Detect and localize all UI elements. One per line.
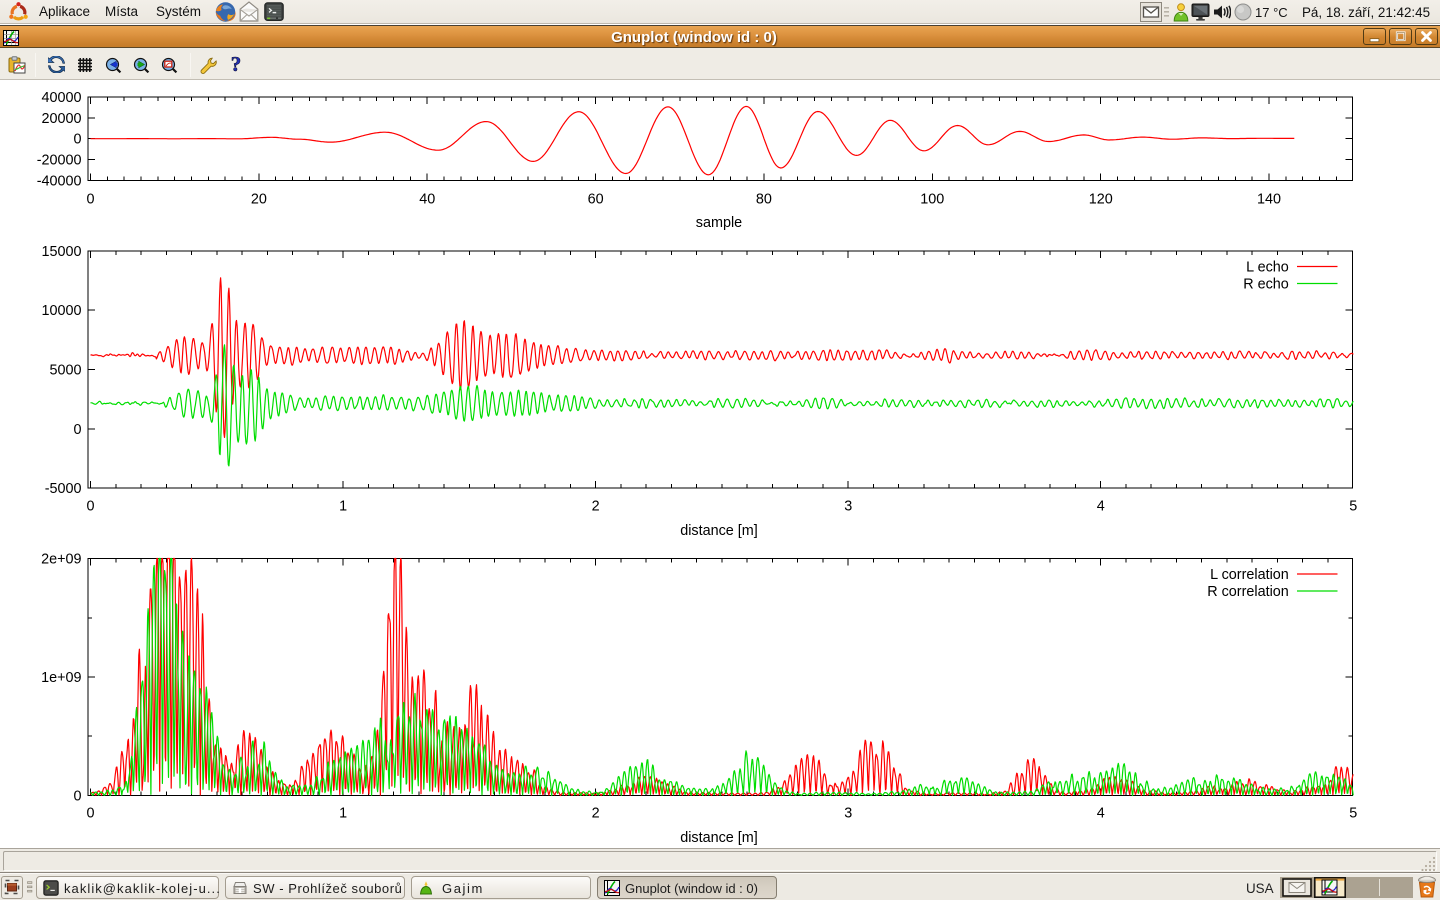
svg-text:1e+09: 1e+09: [41, 670, 81, 686]
svg-text:20000: 20000: [41, 111, 81, 127]
svg-text:-20000: -20000: [37, 153, 82, 169]
svg-text:2e+09: 2e+09: [41, 552, 81, 568]
svg-text:L correlation: L correlation: [1210, 567, 1289, 583]
svg-text:-5000: -5000: [45, 481, 82, 497]
svg-text:10000: 10000: [41, 303, 81, 319]
svg-text:L echo: L echo: [1246, 260, 1289, 276]
svg-text:15000: 15000: [41, 244, 81, 260]
svg-text:120: 120: [1089, 192, 1113, 208]
svg-text:5: 5: [1349, 806, 1357, 822]
svg-text:2: 2: [592, 499, 600, 515]
svg-text:1: 1: [339, 806, 347, 822]
svg-text:40000: 40000: [41, 90, 81, 106]
svg-text:20: 20: [251, 192, 267, 208]
svg-text:0: 0: [73, 789, 81, 805]
svg-text:sample: sample: [696, 215, 742, 231]
svg-text:100: 100: [920, 192, 944, 208]
svg-text:0: 0: [73, 422, 81, 438]
svg-text:3: 3: [844, 499, 852, 515]
svg-text:0: 0: [86, 499, 94, 515]
svg-text:R correlation: R correlation: [1207, 584, 1289, 600]
svg-text:?: ?: [231, 56, 242, 74]
svg-text:1: 1: [339, 499, 347, 515]
svg-text:80: 80: [756, 192, 772, 208]
svg-text:2: 2: [592, 806, 600, 822]
svg-text:4: 4: [1097, 806, 1105, 822]
svg-text:distance [m]: distance [m]: [680, 830, 758, 846]
svg-text:distance [m]: distance [m]: [680, 523, 758, 539]
svg-text:0: 0: [86, 806, 94, 822]
svg-text:-40000: -40000: [37, 174, 82, 190]
svg-text:5: 5: [1349, 499, 1357, 515]
svg-text:140: 140: [1257, 192, 1281, 208]
svg-text:4: 4: [1097, 499, 1105, 515]
svg-text:0: 0: [73, 132, 81, 148]
svg-text:3: 3: [844, 806, 852, 822]
svg-text:R echo: R echo: [1243, 277, 1289, 293]
svg-text:0: 0: [86, 192, 94, 208]
svg-text:5000: 5000: [49, 363, 81, 379]
svg-text:40: 40: [419, 192, 435, 208]
svg-text:60: 60: [588, 192, 604, 208]
